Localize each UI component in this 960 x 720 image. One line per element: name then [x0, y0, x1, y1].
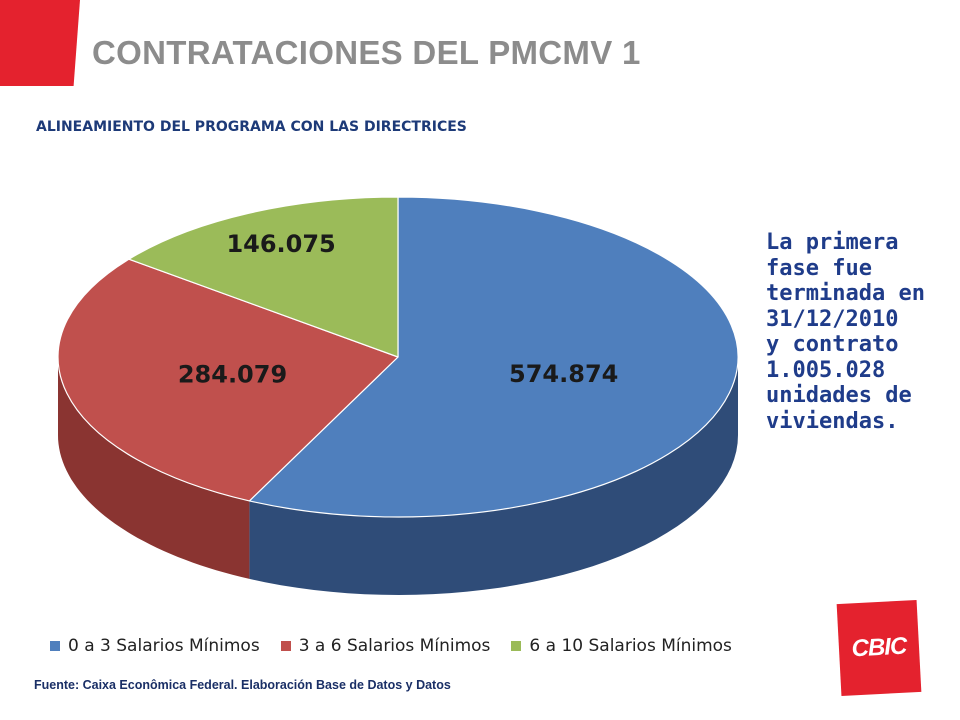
- page-title: CONTRATACIONES DEL PMCMV 1: [92, 34, 641, 71]
- legend-label: 6 a 10 Salarios Mínimos: [529, 636, 732, 656]
- legend-label: 0 a 3 Salarios Mínimos: [68, 636, 260, 656]
- legend-swatch: [280, 641, 291, 651]
- pie-side-wall: [58, 357, 250, 579]
- chart-legend: 0 a 3 Salarios Mínimos 3 a 6 Salarios Mí…: [50, 636, 753, 656]
- side-note: La primera fase fue terminada en 31/12/2…: [766, 230, 925, 434]
- pie-data-label: 284.079: [178, 360, 287, 388]
- pie-side-walls: [58, 357, 738, 595]
- pie-slice: [57, 258, 399, 502]
- pie-slice: [128, 196, 399, 358]
- pie-data-label: 574.874: [509, 360, 618, 388]
- pie-data-labels: 574.874 284.079 146.075: [178, 230, 619, 388]
- logo-text: CBIC: [850, 632, 907, 663]
- pie-slice: [248, 196, 739, 518]
- legend-label: 3 a 6 Salarios Mínimos: [298, 636, 491, 656]
- pie-slices: [57, 196, 739, 518]
- legend-item: 0 a 3 Salarios Mínimos: [50, 636, 260, 656]
- corner-accent: [0, 0, 80, 86]
- legend-swatch: [50, 641, 60, 651]
- legend-swatch: [511, 641, 522, 651]
- pie-data-label: 146.075: [226, 230, 335, 258]
- chart-subtitle: ALINEAMIENTO DEL PROGRAMA CON LAS DIRECT…: [36, 119, 467, 135]
- legend-item: 6 a 10 Salarios Mínimos: [511, 636, 732, 656]
- pie-side-wall: [249, 357, 738, 595]
- cbic-logo: CBIC: [836, 599, 922, 697]
- legend-item: 3 a 6 Salarios Mínimos: [280, 636, 491, 656]
- source-note: Fuente: Caixa Econômica Federal. Elabora…: [34, 678, 451, 692]
